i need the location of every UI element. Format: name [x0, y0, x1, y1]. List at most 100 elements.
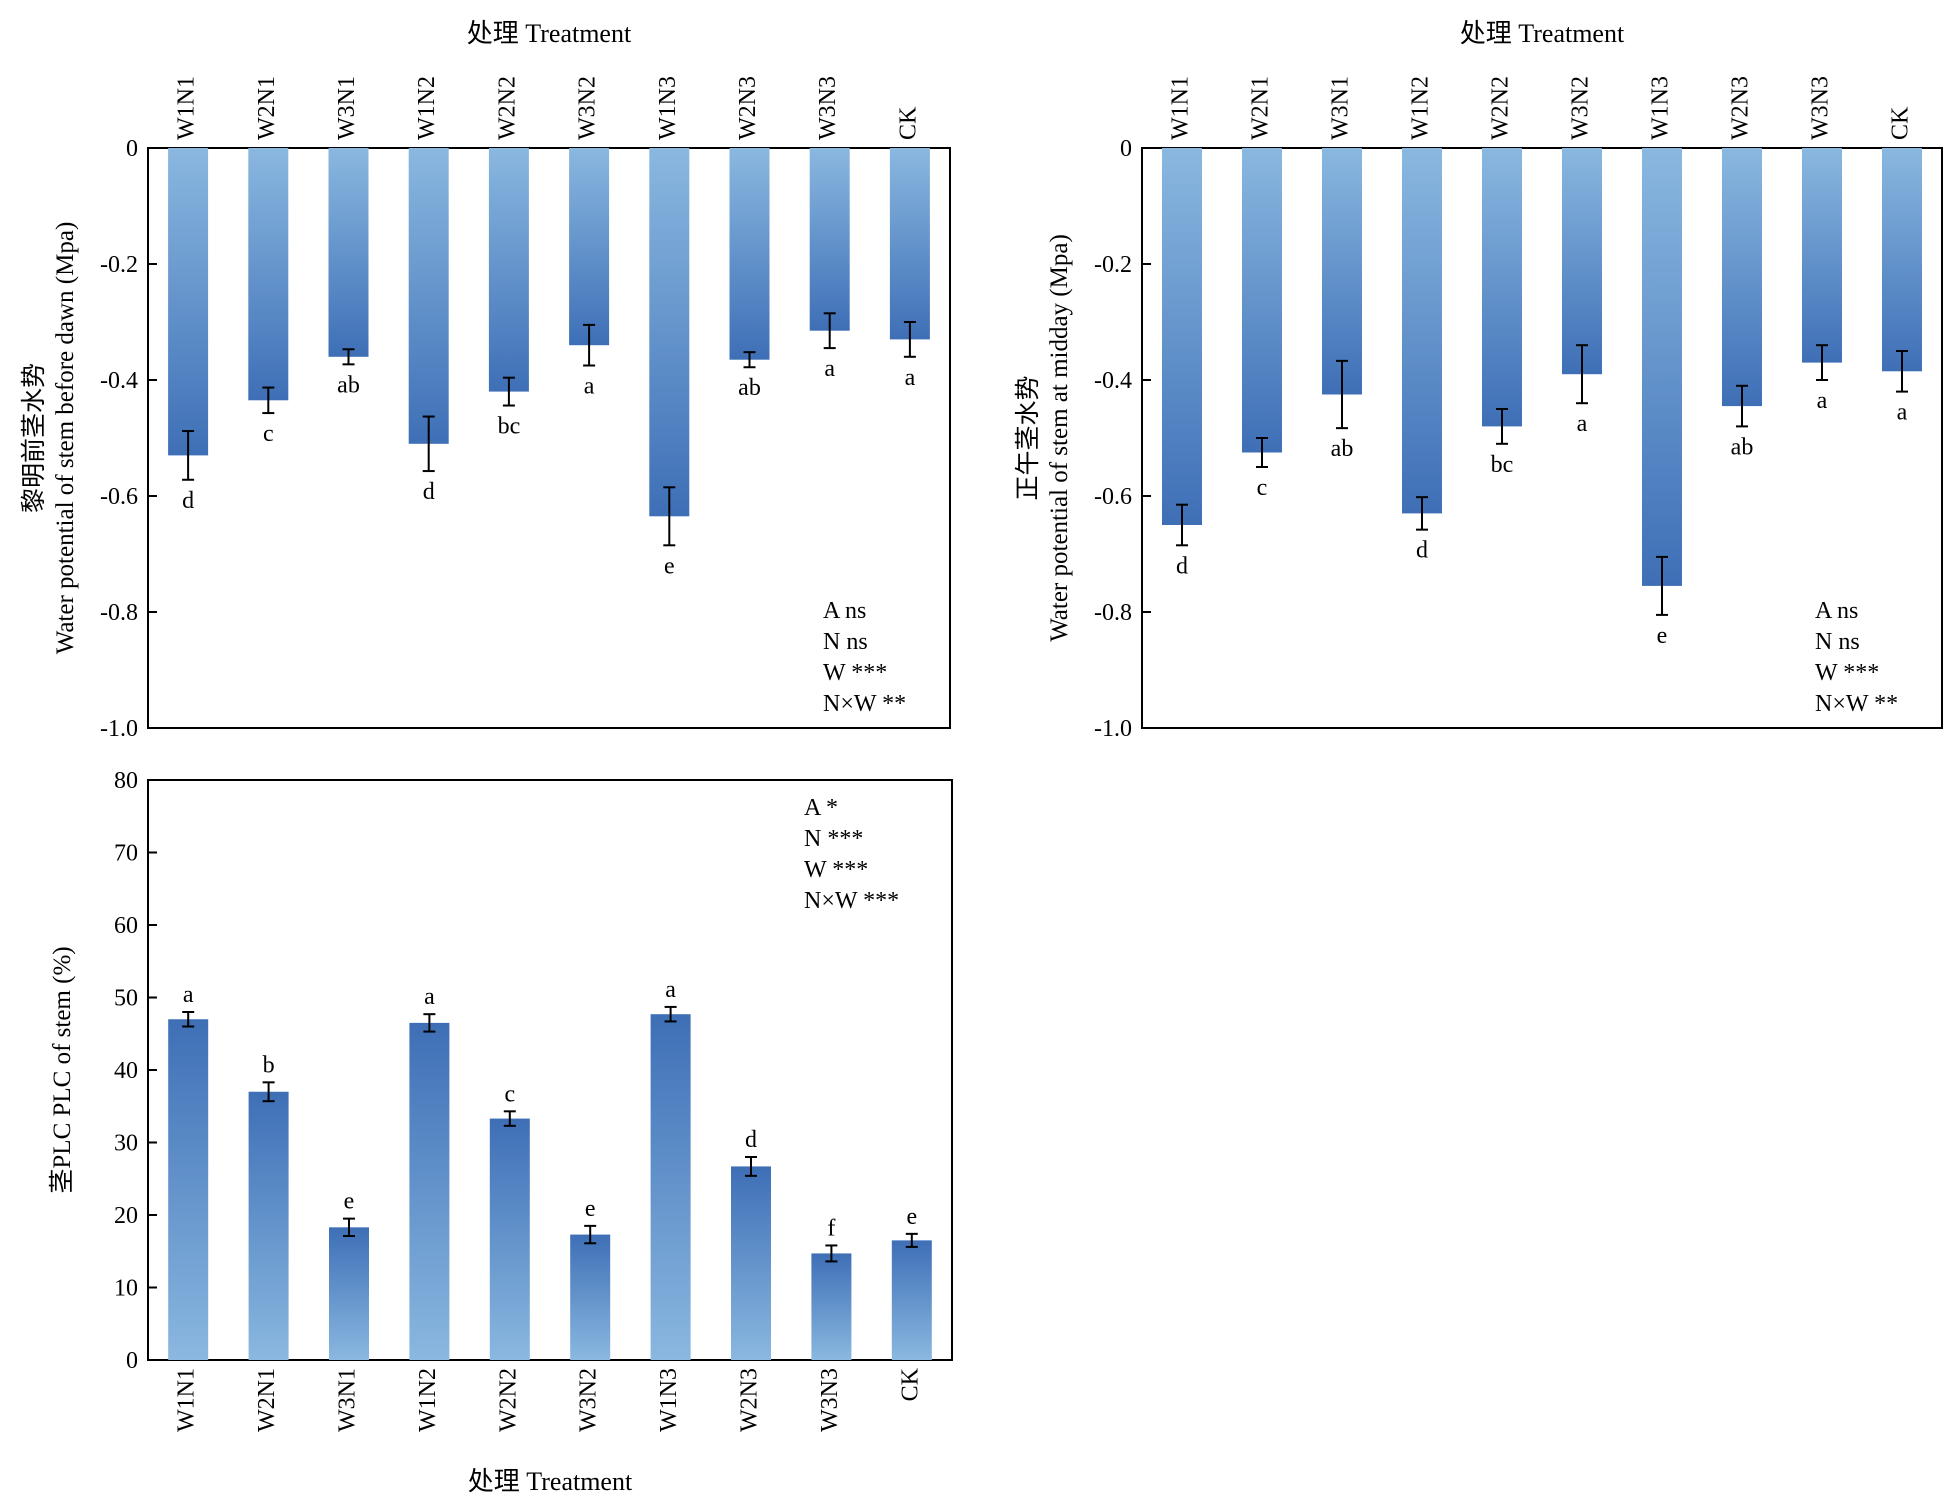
significance-letter: ab: [738, 375, 761, 401]
x-tick-label: W3N3: [815, 76, 841, 140]
significance-letter: f: [827, 1215, 835, 1241]
x-tick-label: W1N3: [655, 76, 681, 140]
x-tick-label: W1N1: [174, 1368, 200, 1432]
y-tick-label: 40: [114, 1058, 138, 1084]
y-tick-label: -0.2: [100, 252, 138, 278]
bar-w2n2: [1482, 148, 1522, 427]
bar-w3n1: [328, 148, 369, 357]
bar-w2n3: [729, 148, 770, 360]
significance-letter: d: [423, 479, 435, 505]
stats-annotation: A *: [804, 795, 838, 821]
bar-w2n1: [1242, 148, 1282, 453]
bar-w3n3: [1802, 148, 1842, 363]
x-tick-label: W2N2: [494, 76, 520, 140]
bar-ck: [889, 148, 930, 340]
significance-letter: d: [745, 1127, 757, 1153]
y-axis-label-en: Water potential of stem at midday (Mpa): [1046, 234, 1073, 642]
x-tick-label: W1N2: [414, 76, 440, 140]
significance-letter: e: [906, 1204, 917, 1230]
bar-w2n3: [731, 1166, 771, 1360]
y-tick-label: 70: [114, 841, 138, 867]
bar-w1n1: [1162, 148, 1202, 525]
significance-letter: e: [664, 553, 675, 579]
significance-letter: d: [182, 488, 194, 514]
bar-w2n1: [248, 1091, 289, 1360]
y-tick-label: 50: [114, 986, 138, 1012]
stats-annotation: A ns: [1815, 598, 1858, 624]
x-tick-label: CK: [1888, 106, 1914, 140]
x-tick-label: W2N1: [254, 1368, 280, 1432]
stats-annotation: N ns: [823, 629, 868, 655]
bar-w1n2: [1402, 148, 1442, 514]
chart-predawn-water-potential: 0 -0.2 -0.4 -0.6 -0.8 -1.0 黎明前茎水势 Water potenti…: [20, 19, 951, 742]
significance-letter: ab: [337, 372, 360, 398]
significance-letter: bc: [1491, 452, 1514, 478]
x-tick-label: W1N1: [174, 76, 200, 140]
stats-annotation: N×W **: [1815, 691, 1898, 717]
stats-annotation: N ***: [804, 826, 863, 852]
bar-w2n1: [248, 148, 289, 401]
stats-annotation: N×W **: [823, 691, 906, 717]
bar-w2n3: [1722, 148, 1762, 407]
x-tick-label: W1N3: [656, 1368, 682, 1432]
bar-w1n3: [649, 148, 690, 517]
x-tick-label: W3N3: [1808, 76, 1834, 140]
significance-letter: b: [263, 1052, 275, 1078]
significance-letter: c: [263, 421, 274, 447]
significance-letter: a: [183, 982, 194, 1008]
significance-letter: a: [424, 984, 435, 1010]
y-tick-label: -1.0: [1094, 716, 1132, 742]
y-tick-label: -0.6: [100, 484, 138, 510]
significance-letter: c: [504, 1081, 515, 1107]
y-tick-label: -0.6: [1094, 484, 1132, 510]
significance-letter: ab: [1731, 434, 1754, 460]
x-tick-label: W2N3: [735, 76, 761, 140]
bar-w1n1: [168, 1019, 209, 1360]
bar-w3n1: [329, 1227, 369, 1360]
x-tick-label: W1N2: [415, 1368, 441, 1432]
bar-w1n2: [408, 148, 449, 444]
x-tick-label: CK: [895, 106, 921, 140]
x-tick-label: W2N1: [254, 76, 280, 140]
x-tick-label: W3N1: [335, 1368, 361, 1432]
y-tick-label: -1.0: [100, 716, 138, 742]
bar-w1n3: [650, 1014, 691, 1360]
bar-w3n2: [569, 148, 610, 346]
x-tick-label: W3N2: [575, 76, 601, 140]
significance-letter: a: [905, 365, 916, 391]
x-tick-label: W2N2: [1488, 76, 1514, 140]
bar-w2n2: [488, 148, 529, 392]
x-tick-label: CK: [897, 1367, 923, 1401]
x-tick-label: W1N3: [1648, 76, 1674, 140]
stats-annotation: N ns: [1815, 629, 1860, 655]
significance-letter: d: [1176, 553, 1188, 579]
y-tick-label: -0.8: [100, 600, 138, 626]
x-tick-label: W2N2: [495, 1368, 521, 1432]
chart-stem-plc: 0 10 20 30 40 50 60 70 80 茎PLC PLC of stem (%) a W1…: [48, 768, 953, 1496]
significance-letter: a: [1817, 388, 1828, 414]
bar-w3n2: [1562, 148, 1602, 375]
x-axis-label: 处理 Treatment: [468, 1467, 633, 1496]
y-tick-label: 0: [126, 1348, 138, 1374]
bar-w1n1: [168, 148, 209, 456]
stats-annotation: A ns: [823, 598, 866, 624]
stats-annotation: W ***: [1815, 660, 1879, 686]
bar-w1n2: [409, 1022, 450, 1360]
x-tick-label: W2N3: [737, 1368, 763, 1432]
y-axis-label-en: Water potential of stem before dawn (Mpa…: [52, 222, 79, 655]
x-tick-label: W1N2: [1408, 76, 1434, 140]
significance-letter: a: [665, 977, 676, 1003]
x-tick-label: W3N1: [334, 76, 360, 140]
significance-letter: a: [824, 356, 835, 382]
y-tick-label: 20: [114, 1203, 138, 1229]
y-axis-label-cn: 黎明前茎水势: [20, 363, 48, 513]
bar-ck: [891, 1240, 932, 1360]
plot-frame: [147, 147, 951, 729]
significance-letter: a: [584, 374, 595, 400]
x-tick-label: W1N1: [1168, 76, 1194, 140]
significance-letter: e: [344, 1189, 355, 1215]
stats-annotation: N×W ***: [804, 888, 899, 914]
stats-annotation: W ***: [823, 660, 887, 686]
chart-midday-water-potential: 0 -0.2 -0.4 -0.6 -0.8 -1.0 正午茎水势 Water potentia…: [1014, 19, 1943, 742]
